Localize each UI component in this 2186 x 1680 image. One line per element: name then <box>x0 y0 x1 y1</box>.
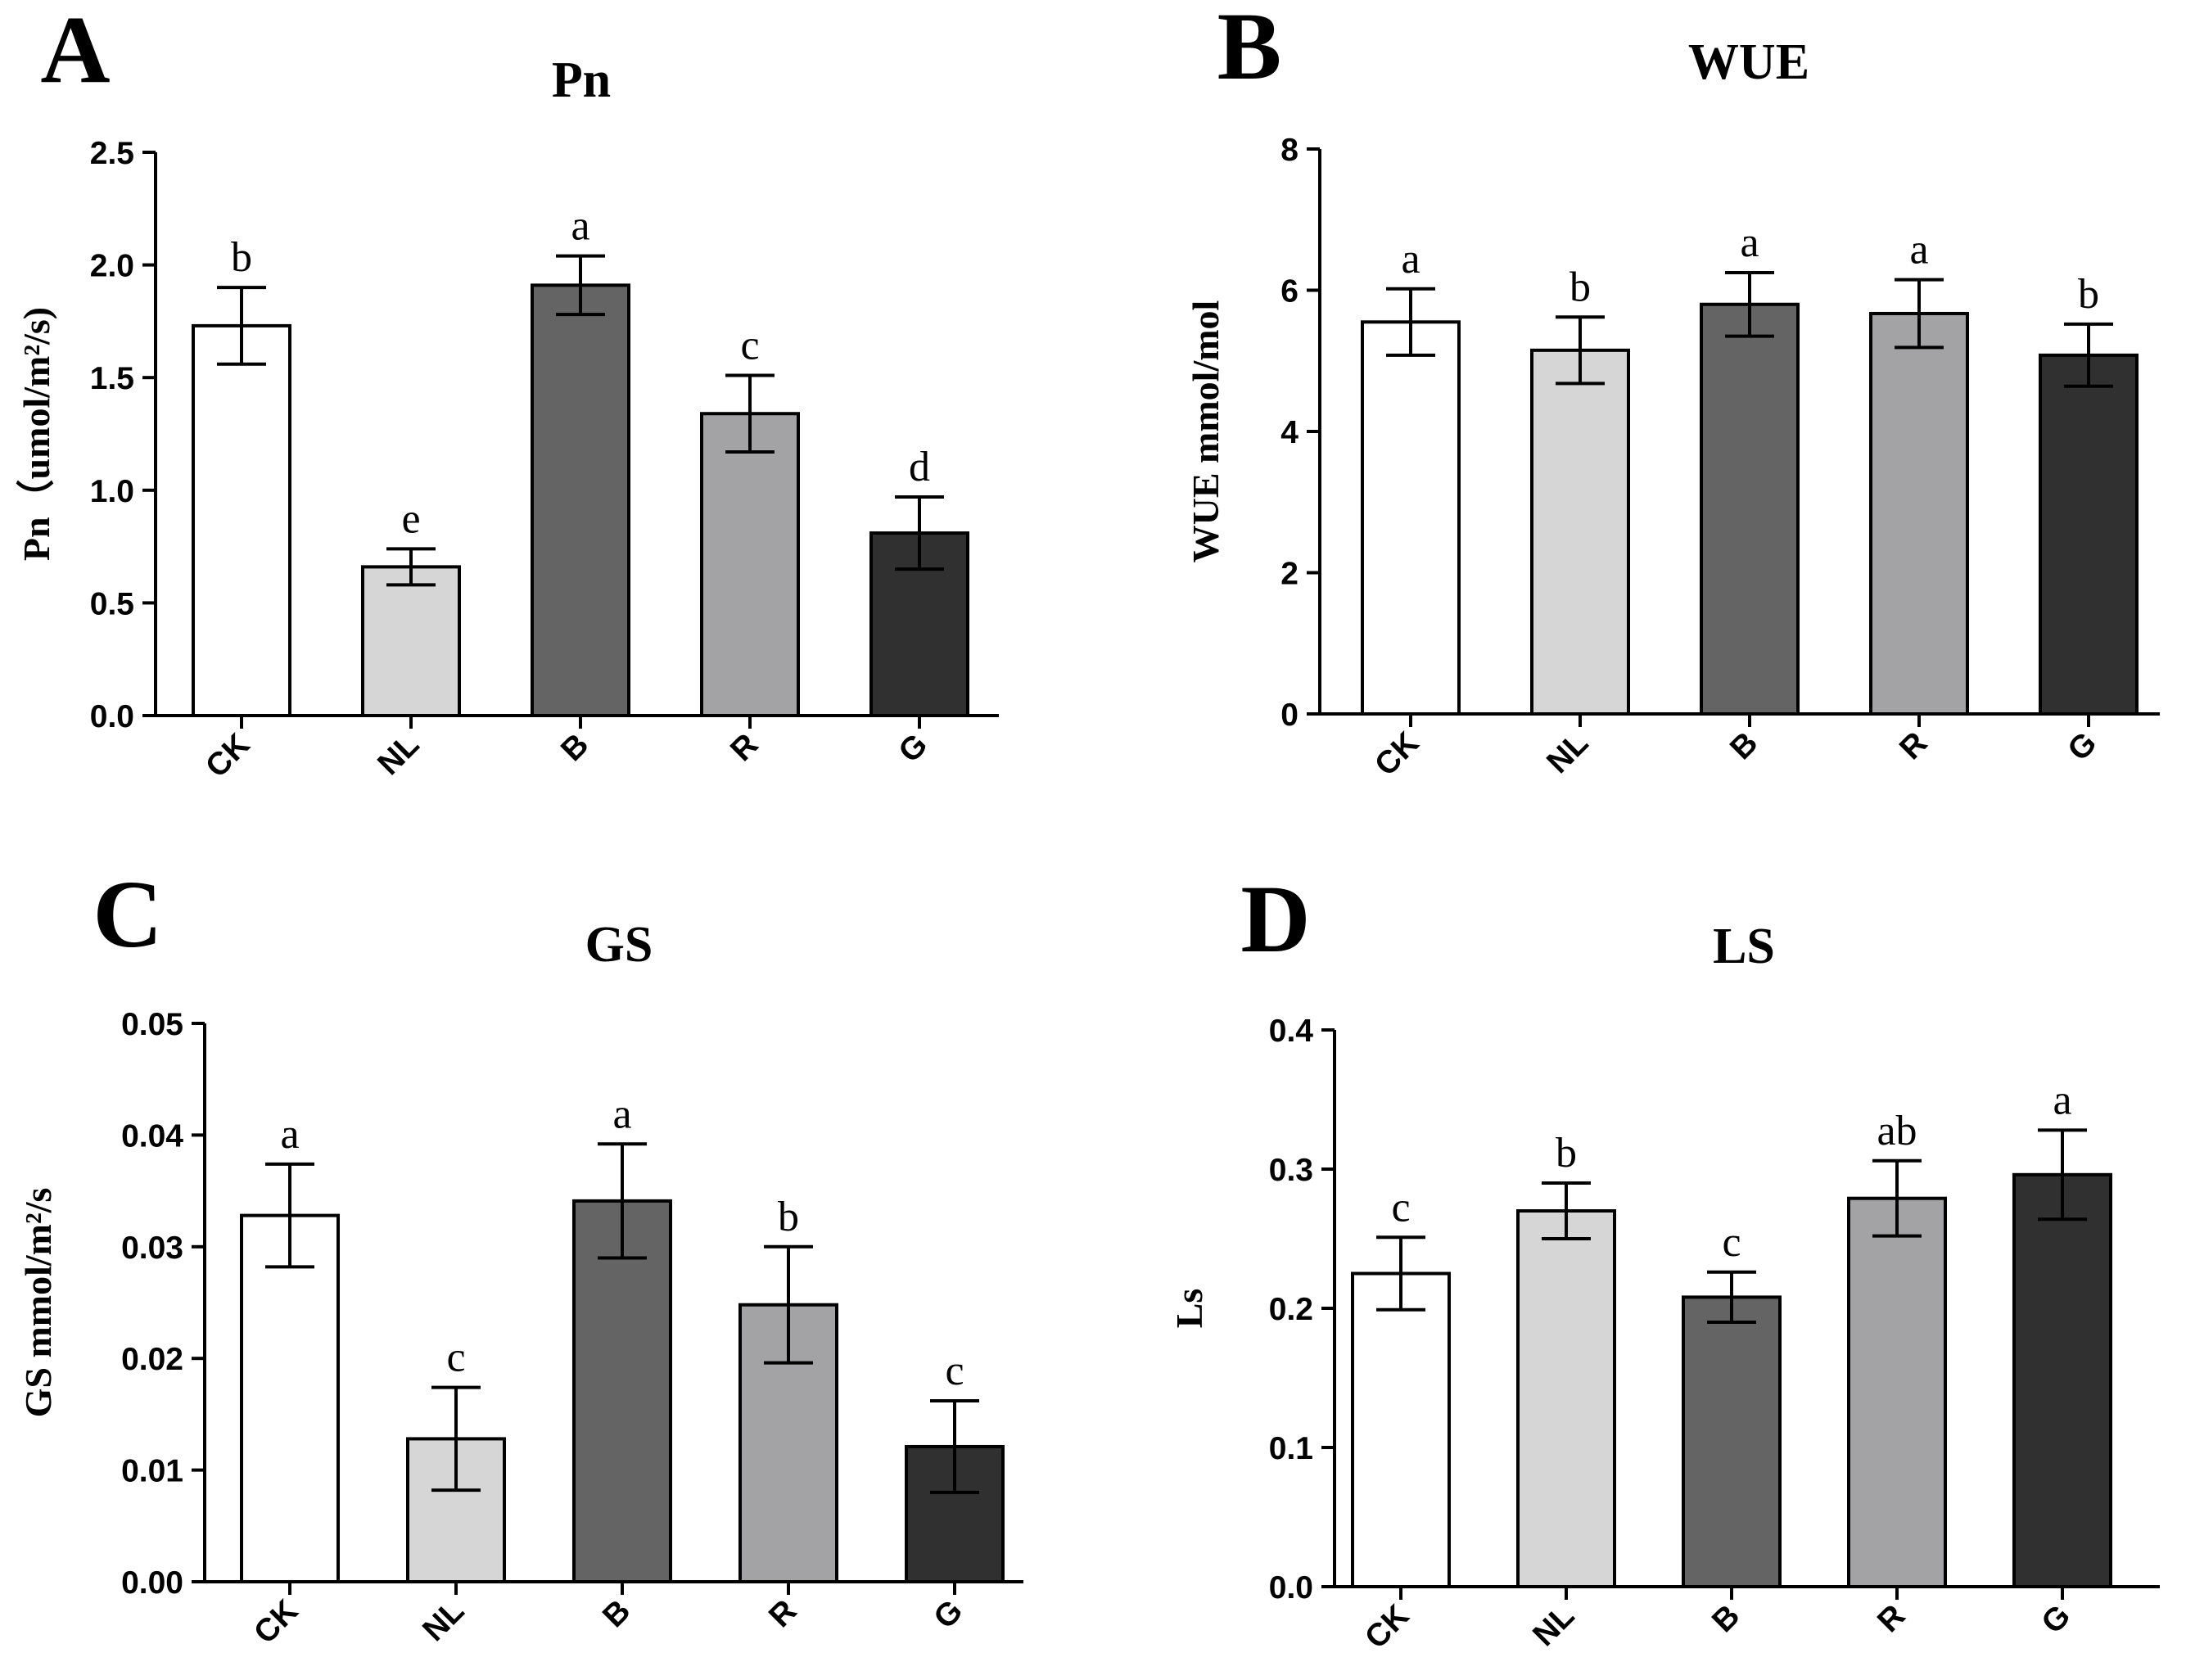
panel-a-bar-nl <box>361 565 461 717</box>
panel-d-significance-r: ab <box>1877 1108 1917 1154</box>
panel-a-letter: A <box>40 0 110 103</box>
panel-a-significance-ck: b <box>231 234 252 281</box>
panel-d-significance-nl: b <box>1556 1130 1577 1176</box>
panel-c-x-tick-label-b: B <box>596 1593 637 1634</box>
panel-a-bar-ck <box>192 323 291 717</box>
panel-d-y-axis-label: Ls <box>1168 1289 1210 1329</box>
panel-d-bar-b <box>1682 1295 1782 1589</box>
panel-c-significance-ck: a <box>280 1111 299 1158</box>
panel-a-y-tick-label: 2.5 <box>90 136 134 171</box>
panel-b-x-tick-label-b: B <box>1723 725 1764 766</box>
panel-d-x-tick-label-ck: CK <box>1358 1598 1416 1655</box>
panel-a-title: Pn <box>552 52 611 108</box>
panel-c-x-tick-label-nl: NL <box>416 1593 471 1648</box>
panel-c-y-tick-label: 0.00 <box>121 1565 183 1601</box>
panel-a-significance-r: c <box>740 322 759 368</box>
panel-c-x-tick-label-r: R <box>762 1593 803 1634</box>
panel-b-significance-ck: a <box>1401 236 1420 282</box>
panel-d-bar-nl <box>1516 1209 1616 1588</box>
panel-c-y-tick-label: 0.04 <box>121 1118 183 1154</box>
panel-c-letter: C <box>93 860 162 968</box>
panel-b-y-axis-label: WUE mmol/mol <box>1185 300 1226 563</box>
panel-a-significance-nl: e <box>401 495 420 542</box>
panel-d-x-tick-label-g: G <box>2035 1598 2078 1641</box>
panel-b-bar-g <box>2039 353 2139 716</box>
panel-a-significance-g: d <box>909 444 930 490</box>
panel-d-significance-b: c <box>1722 1219 1741 1266</box>
panel-d-x-tick-label-nl: NL <box>1526 1598 1581 1653</box>
panel-b-y-tick-label: 4 <box>1280 415 1299 450</box>
panel-c-x-tick-label-g: G <box>928 1593 970 1636</box>
panel-c-y-axis-label: GS mmol/m²/s <box>17 1188 59 1418</box>
panel-d-x-tick-label-r: R <box>1871 1598 1912 1639</box>
panel-b-bar-nl <box>1530 348 1630 716</box>
panel-a-y-tick-label: 2.0 <box>90 249 134 284</box>
panel-a-x-tick-label-b: B <box>554 727 595 768</box>
panel-b-y-tick-label: 2 <box>1280 557 1299 592</box>
panel-a-x-tick-label-g: G <box>892 727 935 770</box>
panel-a-significance-b: a <box>571 203 589 250</box>
panel-a-y-tick-label: 1.5 <box>90 361 134 396</box>
panel-c-y-tick-label: 0.02 <box>121 1342 183 1377</box>
panel-a-y-axis-label: Pn（umol/m²/s) <box>16 307 57 561</box>
panel-d-title: LS <box>1713 919 1775 974</box>
panel-b-significance-r: a <box>1909 227 1928 273</box>
panel-a-x-tick-label-ck: CK <box>199 727 256 784</box>
panel-a-y-tick-label: 0.5 <box>90 586 134 621</box>
panel-c-y-tick-label: 0.03 <box>121 1231 183 1266</box>
panel-a-y-tick-label: 1.0 <box>90 474 134 509</box>
panel-c-significance-g: c <box>945 1348 964 1394</box>
panel-a-y-tick-label: 0.0 <box>90 699 134 734</box>
panel-d-y-tick-label: 0.1 <box>1269 1431 1313 1466</box>
panel-b-significance-b: a <box>1740 219 1759 266</box>
panel-c-significance-nl: c <box>446 1335 465 1381</box>
panel-b-title: WUE <box>1688 34 1809 90</box>
panel-d-letter: D <box>1240 865 1310 973</box>
panel-d-bar-r <box>1847 1196 1947 1588</box>
panel-b-significance-nl: b <box>1569 264 1591 310</box>
panel-c-y-tick-label: 0.01 <box>121 1454 183 1489</box>
panel-c-significance-b: a <box>612 1091 631 1137</box>
panel-b-significance-g: b <box>2078 271 2099 318</box>
panel-d-bar-ck <box>1351 1271 1451 1588</box>
panel-d-y-tick-label: 0.0 <box>1269 1570 1313 1605</box>
panel-a-x-tick-label-nl: NL <box>371 727 426 782</box>
panel-d-x-tick-label-b: B <box>1705 1598 1746 1639</box>
panel-b-x-tick-label-nl: NL <box>1540 725 1595 780</box>
panel-d-significance-g: a <box>2053 1077 2071 1123</box>
panel-a-bar-b <box>531 283 630 718</box>
panel-c-title: GS <box>585 917 653 973</box>
panel-d-y-tick-label: 0.2 <box>1269 1292 1313 1327</box>
panel-b-x-tick-label-r: R <box>1893 725 1934 766</box>
panel-b-x-tick-label-ck: CK <box>1368 725 1425 783</box>
panel-c-significance-r: b <box>778 1194 799 1240</box>
panel-c-bar-ck <box>240 1213 340 1584</box>
panel-b-bar-ck <box>1361 320 1461 716</box>
panel-d-significance-ck: c <box>1391 1184 1410 1231</box>
panel-d-bar-g <box>2012 1172 2112 1589</box>
panel-d-y-tick-label: 0.3 <box>1269 1153 1313 1188</box>
panel-b-letter: B <box>1217 0 1282 100</box>
panel-b-y-tick-label: 6 <box>1280 274 1299 309</box>
panel-b-y-tick-label: 8 <box>1280 133 1299 168</box>
panel-a-x-tick-label-r: R <box>724 727 765 768</box>
panel-b-y-tick-label: 0 <box>1280 698 1299 733</box>
panel-c-x-tick-label-ck: CK <box>247 1593 305 1651</box>
panel-b-x-tick-label-g: G <box>2062 725 2104 768</box>
panel-c-y-tick-label: 0.05 <box>121 1007 183 1042</box>
panel-d-y-tick-label: 0.4 <box>1269 1014 1314 1049</box>
panel-a-bar-r <box>700 412 800 717</box>
panel-b-bar-b <box>1700 302 1800 716</box>
panel-b-bar-r <box>1869 311 1969 716</box>
